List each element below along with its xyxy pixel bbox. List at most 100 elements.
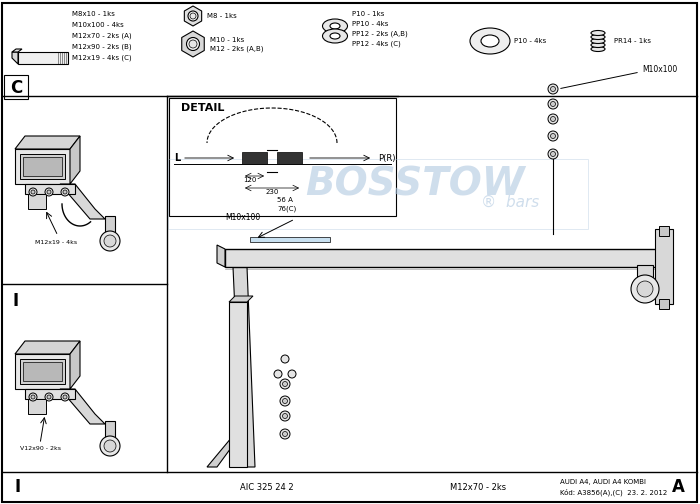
Text: PP12 - 4ks (C): PP12 - 4ks (C) — [352, 41, 400, 47]
Circle shape — [548, 114, 558, 124]
Circle shape — [280, 411, 290, 421]
Bar — [659, 299, 669, 309]
Polygon shape — [12, 52, 18, 64]
Circle shape — [280, 396, 290, 406]
Text: A: A — [672, 478, 685, 496]
Circle shape — [189, 40, 197, 48]
Ellipse shape — [330, 23, 340, 29]
Ellipse shape — [481, 35, 499, 47]
Ellipse shape — [591, 34, 605, 39]
Text: I: I — [15, 478, 21, 496]
Polygon shape — [70, 136, 80, 184]
Ellipse shape — [323, 29, 347, 43]
Bar — [25, 184, 75, 194]
Text: BOSSTOW: BOSSTOW — [305, 165, 525, 203]
Circle shape — [190, 13, 196, 19]
Ellipse shape — [470, 28, 510, 54]
Polygon shape — [217, 245, 225, 267]
Text: M12x19 - 4ks (C): M12x19 - 4ks (C) — [72, 55, 132, 61]
Circle shape — [100, 436, 120, 456]
Text: M8x10 - 1ks: M8x10 - 1ks — [72, 11, 115, 17]
Circle shape — [45, 188, 53, 196]
Text: M12x70 - 2ks (A): M12x70 - 2ks (A) — [72, 33, 132, 39]
Text: Kód: A3856(A),(C)  23. 2. 2012: Kód: A3856(A),(C) 23. 2. 2012 — [560, 488, 667, 496]
Text: DETAIL: DETAIL — [181, 103, 225, 113]
Polygon shape — [15, 341, 80, 354]
Text: PR14 - 1ks: PR14 - 1ks — [614, 38, 651, 44]
Polygon shape — [207, 437, 239, 467]
Text: PP10 - 4ks: PP10 - 4ks — [352, 21, 389, 27]
Text: M10x100: M10x100 — [225, 213, 260, 221]
Circle shape — [548, 99, 558, 109]
Bar — [28, 399, 46, 414]
Circle shape — [31, 190, 35, 194]
Text: P10 - 1ks: P10 - 1ks — [352, 11, 384, 17]
Polygon shape — [12, 49, 22, 52]
Bar — [25, 389, 75, 399]
Text: M10x100 - 4ks: M10x100 - 4ks — [72, 22, 124, 28]
Circle shape — [29, 393, 37, 401]
Text: 76(C): 76(C) — [277, 205, 296, 212]
Ellipse shape — [591, 46, 605, 51]
Ellipse shape — [323, 19, 347, 33]
Bar — [229, 302, 247, 467]
Polygon shape — [60, 184, 105, 219]
Text: M12x19 - 4ks: M12x19 - 4ks — [35, 239, 77, 244]
Ellipse shape — [591, 42, 605, 47]
Polygon shape — [60, 389, 105, 424]
Circle shape — [45, 393, 53, 401]
Circle shape — [31, 395, 35, 399]
Circle shape — [283, 399, 288, 404]
Polygon shape — [15, 136, 80, 149]
Circle shape — [104, 440, 116, 452]
Circle shape — [283, 413, 288, 418]
Circle shape — [280, 429, 290, 439]
Bar — [105, 421, 115, 439]
Bar — [659, 226, 669, 236]
Circle shape — [288, 370, 296, 378]
Text: M12x90 - 2ks (B): M12x90 - 2ks (B) — [72, 44, 132, 50]
Circle shape — [47, 190, 51, 194]
Circle shape — [548, 131, 558, 141]
Bar — [20, 359, 65, 384]
Text: P(R): P(R) — [378, 154, 395, 162]
Circle shape — [29, 188, 37, 196]
Bar — [655, 229, 673, 304]
Circle shape — [283, 382, 288, 387]
Circle shape — [186, 37, 200, 50]
Bar — [168, 159, 588, 229]
Circle shape — [100, 231, 120, 251]
Bar — [225, 249, 660, 267]
Circle shape — [61, 188, 69, 196]
Circle shape — [188, 11, 198, 21]
Text: PP12 - 2ks (A,B): PP12 - 2ks (A,B) — [352, 31, 407, 37]
Text: C: C — [10, 79, 22, 97]
Text: 120: 120 — [244, 177, 257, 183]
Bar — [277, 152, 302, 164]
Bar — [637, 265, 653, 287]
Circle shape — [104, 235, 116, 247]
Text: M8 - 1ks: M8 - 1ks — [207, 13, 237, 19]
Bar — [28, 194, 46, 209]
Ellipse shape — [591, 38, 605, 43]
Circle shape — [281, 355, 289, 363]
Bar — [169, 98, 396, 216]
Circle shape — [274, 370, 282, 378]
Text: AUDI A4, AUDI A4 KOMBI: AUDI A4, AUDI A4 KOMBI — [560, 479, 646, 485]
Ellipse shape — [330, 33, 340, 39]
Text: M10x100: M10x100 — [642, 66, 678, 75]
Text: M12 - 2ks (A,B): M12 - 2ks (A,B) — [210, 46, 263, 52]
Text: 56 A: 56 A — [277, 197, 293, 203]
Circle shape — [550, 87, 556, 92]
Bar — [105, 216, 115, 234]
Text: L: L — [174, 153, 181, 163]
Ellipse shape — [591, 31, 605, 35]
Text: M12x70 - 2ks: M12x70 - 2ks — [450, 482, 506, 491]
Text: V12x90 - 2ks: V12x90 - 2ks — [20, 447, 61, 452]
Circle shape — [61, 393, 69, 401]
Circle shape — [550, 116, 556, 121]
Text: P10 - 4ks: P10 - 4ks — [514, 38, 546, 44]
Bar — [23, 157, 62, 176]
Bar — [23, 362, 62, 381]
Circle shape — [548, 149, 558, 159]
